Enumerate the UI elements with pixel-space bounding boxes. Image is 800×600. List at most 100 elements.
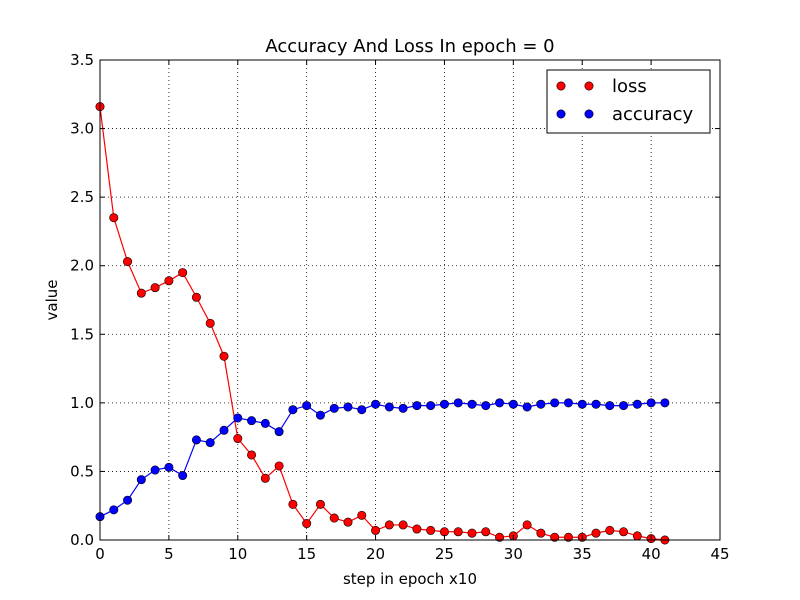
accuracy-point [205,438,215,448]
accuracy-point [384,402,394,412]
loss-point [233,434,243,444]
accuracy-point [136,475,146,485]
y-tick-label: 3.0 [70,120,94,138]
accuracy-point [563,398,573,408]
y-tick-label: 1.5 [70,325,94,343]
loss-point [632,531,642,541]
loss-point [495,532,505,542]
legend-box [546,69,711,134]
accuracy-point [274,427,284,437]
accuracy-point [660,398,670,408]
loss-point [178,268,188,278]
accuracy-point [426,401,436,411]
x-tick-label: 40 [642,545,661,563]
y-axis-label: value [43,280,61,321]
accuracy-point [233,413,243,423]
loss-point [605,525,615,535]
loss-point [384,520,394,530]
accuracy-series [95,398,670,522]
x-tick-label: 15 [297,545,316,563]
plot-frame [99,59,721,541]
accuracy-point [109,505,119,515]
accuracy-point [619,401,629,411]
loss-point [315,499,325,509]
x-axis-label: step in epoch x10 [343,570,477,588]
loss-point [288,499,298,509]
x-tick-label: 20 [366,545,385,563]
accuracy-point [343,402,353,412]
axis-ticks: 0 5 10 15 20 25 30 35 40 45 0.0 0.5 1.0 1.5 2.0 2.5 3.0 3… [70,51,729,563]
accuracy-legend-label: accuracy [612,104,694,125]
legend-entries: loss accuracy [556,76,694,125]
accuracy-point [508,399,518,409]
x-tick-label: 45 [710,545,729,563]
loss-point [150,283,160,293]
accuracy-point [439,399,449,409]
accuracy-point [522,402,532,412]
accuracy-point [247,416,257,426]
loss-point [123,257,133,267]
accuracy-point [605,401,615,411]
x-tick-label: 30 [504,545,523,563]
loss-point [302,519,312,529]
accuracy-point [302,401,312,411]
accuracy-point [371,399,381,409]
loss-point [329,513,339,523]
loss-point [550,532,560,542]
loss-point [357,510,367,520]
accuracy-point [632,399,642,409]
loss-point [522,520,532,530]
accuracy-point [260,418,270,428]
y-tick-label: 0.5 [70,462,94,480]
loss-legend-marker [556,81,566,91]
loss-point [219,351,229,361]
accuracy-point [495,398,505,408]
loss-point [260,473,270,483]
x-tick-label: 25 [435,545,454,563]
y-tick-label: 2.0 [70,257,94,275]
loss-legend-label: loss [612,76,647,97]
accuracy-point [357,405,367,415]
loss-point [191,292,201,302]
accuracy-point [329,403,339,413]
loss-point [439,527,449,537]
accuracy-point [191,435,201,445]
accuracy-point [123,495,133,505]
loss-point [591,528,601,538]
accuracy-point [481,401,491,411]
loss-point [536,528,546,538]
y-tick-label: 0.0 [70,531,94,549]
chart-title: Accuracy And Loss In epoch = 0 [265,36,554,57]
loss-point [343,517,353,527]
y-tick-label: 2.5 [70,188,94,206]
loss-point [619,527,629,537]
accuracy-point [467,399,477,409]
accuracy-point [536,399,546,409]
loss-point [453,527,463,537]
accuracy-point [591,399,601,409]
loss-point [205,318,215,328]
loss-point [412,524,422,534]
x-tick-label: 5 [164,545,174,563]
loss-point [136,288,146,298]
accuracy-point [219,425,229,435]
x-tick-label: 35 [573,545,592,563]
loss-legend-marker [584,81,594,91]
loss-point [109,213,119,223]
accuracy-legend-marker [584,109,594,119]
loss-point [164,276,174,286]
loss-point [371,525,381,535]
x-tick-label: 10 [228,545,247,563]
loss-point [467,528,477,538]
loss-point [563,532,573,542]
loss-point [426,525,436,535]
accuracy-point [646,398,656,408]
accuracy-point [315,410,325,420]
loss-point [398,520,408,530]
accuracy-point [577,399,587,409]
x-tick-label: 0 [95,545,105,563]
accuracy-point [412,401,422,411]
y-tick-label: 3.5 [70,51,94,69]
